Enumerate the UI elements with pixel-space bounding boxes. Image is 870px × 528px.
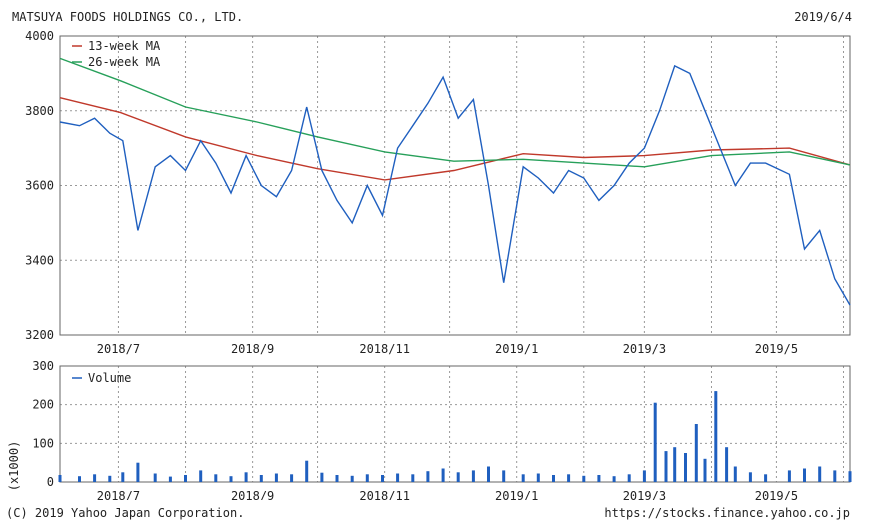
volume-bar	[335, 475, 339, 482]
volume-bar	[703, 458, 707, 482]
volume-bar	[653, 402, 657, 482]
volume-panel: 0 100 200 300 2018/7 2018/9 2018/11 2019/1 2019/…	[7, 359, 852, 500]
volume-bar	[274, 473, 278, 482]
volume-bar	[381, 475, 384, 482]
volume-bar	[93, 474, 97, 482]
volume-bar	[426, 471, 430, 482]
volume-bar	[136, 462, 140, 482]
volume-bar	[733, 466, 737, 482]
chart-date: 2019/6/4	[794, 10, 852, 24]
volume-bar	[612, 476, 616, 482]
price-xtick-label: 2018/11	[359, 342, 410, 356]
volume-xtick-label: 2019/5	[755, 489, 798, 500]
volume-bar	[714, 391, 718, 482]
volume-bar	[78, 476, 81, 482]
volume-bar	[121, 472, 125, 482]
price-ytick-label: 4000	[25, 29, 54, 43]
volume-bar	[833, 470, 837, 482]
volume-bar	[471, 470, 475, 482]
volume-bar	[803, 468, 806, 482]
volume-bar	[153, 473, 157, 482]
price-line	[59, 64, 851, 306]
price-xtick-label: 2018/9	[231, 342, 274, 356]
volume-bar	[787, 470, 791, 482]
volume-bar	[673, 447, 677, 482]
volume-bar	[184, 475, 187, 482]
volume-ylabel: (x1000)	[7, 441, 21, 492]
source-url[interactable]: https://stocks.finance.yahoo.co.jp	[604, 506, 850, 520]
legend-label: Volume	[88, 371, 131, 385]
price-xtick-label: 2019/1	[495, 342, 538, 356]
price-ytick-label: 3200	[25, 328, 54, 342]
volume-ytick-label: 200	[32, 398, 54, 412]
volume-bar	[567, 474, 571, 482]
volume-bar	[456, 472, 460, 482]
stock-chart: 3200 3400 3600 3800 4000 2018/7 2018/9 2018/11 2…	[7, 29, 852, 500]
volume-bar	[411, 474, 415, 482]
volume-bar	[642, 470, 646, 482]
volume-xtick-label: 2018/7	[97, 489, 140, 500]
price-ytick-label: 3800	[25, 104, 54, 118]
volume-bar	[664, 451, 668, 482]
volume-bar	[168, 476, 172, 482]
price-xtick-label: 2019/5	[755, 342, 798, 356]
price-ytick-label: 3400	[25, 253, 54, 267]
volume-bar	[684, 453, 687, 482]
copyright-text: (C) 2019 Yahoo Japan Corporation.	[6, 506, 245, 520]
volume-bar	[748, 472, 752, 482]
volume-bar	[259, 475, 263, 482]
volume-bar	[597, 475, 601, 482]
volume-bar	[627, 474, 631, 482]
volume-bar	[350, 475, 354, 482]
legend-label: 13-week MA	[88, 39, 161, 53]
volume-frame	[59, 365, 851, 483]
legend-label: 26-week MA	[88, 55, 161, 69]
volume-bar	[536, 473, 540, 482]
volume-ytick-label: 300	[32, 359, 54, 373]
price-frame	[59, 35, 851, 336]
volume-bar	[229, 476, 233, 482]
volume-bar	[199, 470, 203, 482]
volume-bar	[108, 475, 112, 482]
volume-bar	[214, 474, 218, 482]
volume-bar	[521, 474, 525, 482]
volume-bar	[725, 447, 729, 482]
volume-bar	[244, 472, 248, 482]
volume-bar	[552, 475, 555, 482]
price-ytick-label: 3600	[25, 179, 54, 193]
volume-bar	[582, 475, 586, 482]
price-panel: 3200 3400 3600 3800 4000 2018/7 2018/9 2018/11 2…	[25, 29, 851, 356]
volume-bar	[320, 472, 324, 482]
company-name: MATSUYA FOODS HOLDINGS CO., LTD.	[12, 10, 244, 24]
volume-ytick-label: 100	[32, 436, 54, 450]
volume-xtick-label: 2018/9	[231, 489, 274, 500]
volume-bar	[365, 474, 369, 482]
volume-bar	[848, 471, 852, 482]
volume-bar	[487, 466, 490, 482]
volume-bar	[694, 424, 698, 482]
volume-bar	[58, 475, 62, 482]
volume-xtick-label: 2019/1	[495, 489, 538, 500]
volume-xtick-label: 2019/3	[623, 489, 666, 500]
ma13-line	[59, 97, 851, 181]
price-xtick-label: 2019/3	[623, 342, 666, 356]
ma26-line	[59, 57, 851, 168]
price-xtick-label: 2018/7	[97, 342, 140, 356]
volume-bar	[305, 460, 309, 482]
volume-bar	[818, 466, 822, 482]
volume-bar	[396, 473, 400, 482]
volume-bar	[441, 468, 445, 482]
volume-bar	[290, 474, 294, 482]
volume-bar	[764, 474, 768, 482]
volume-ytick-label: 0	[47, 475, 54, 489]
volume-xtick-label: 2018/11	[359, 489, 410, 500]
volume-bar	[502, 470, 506, 482]
